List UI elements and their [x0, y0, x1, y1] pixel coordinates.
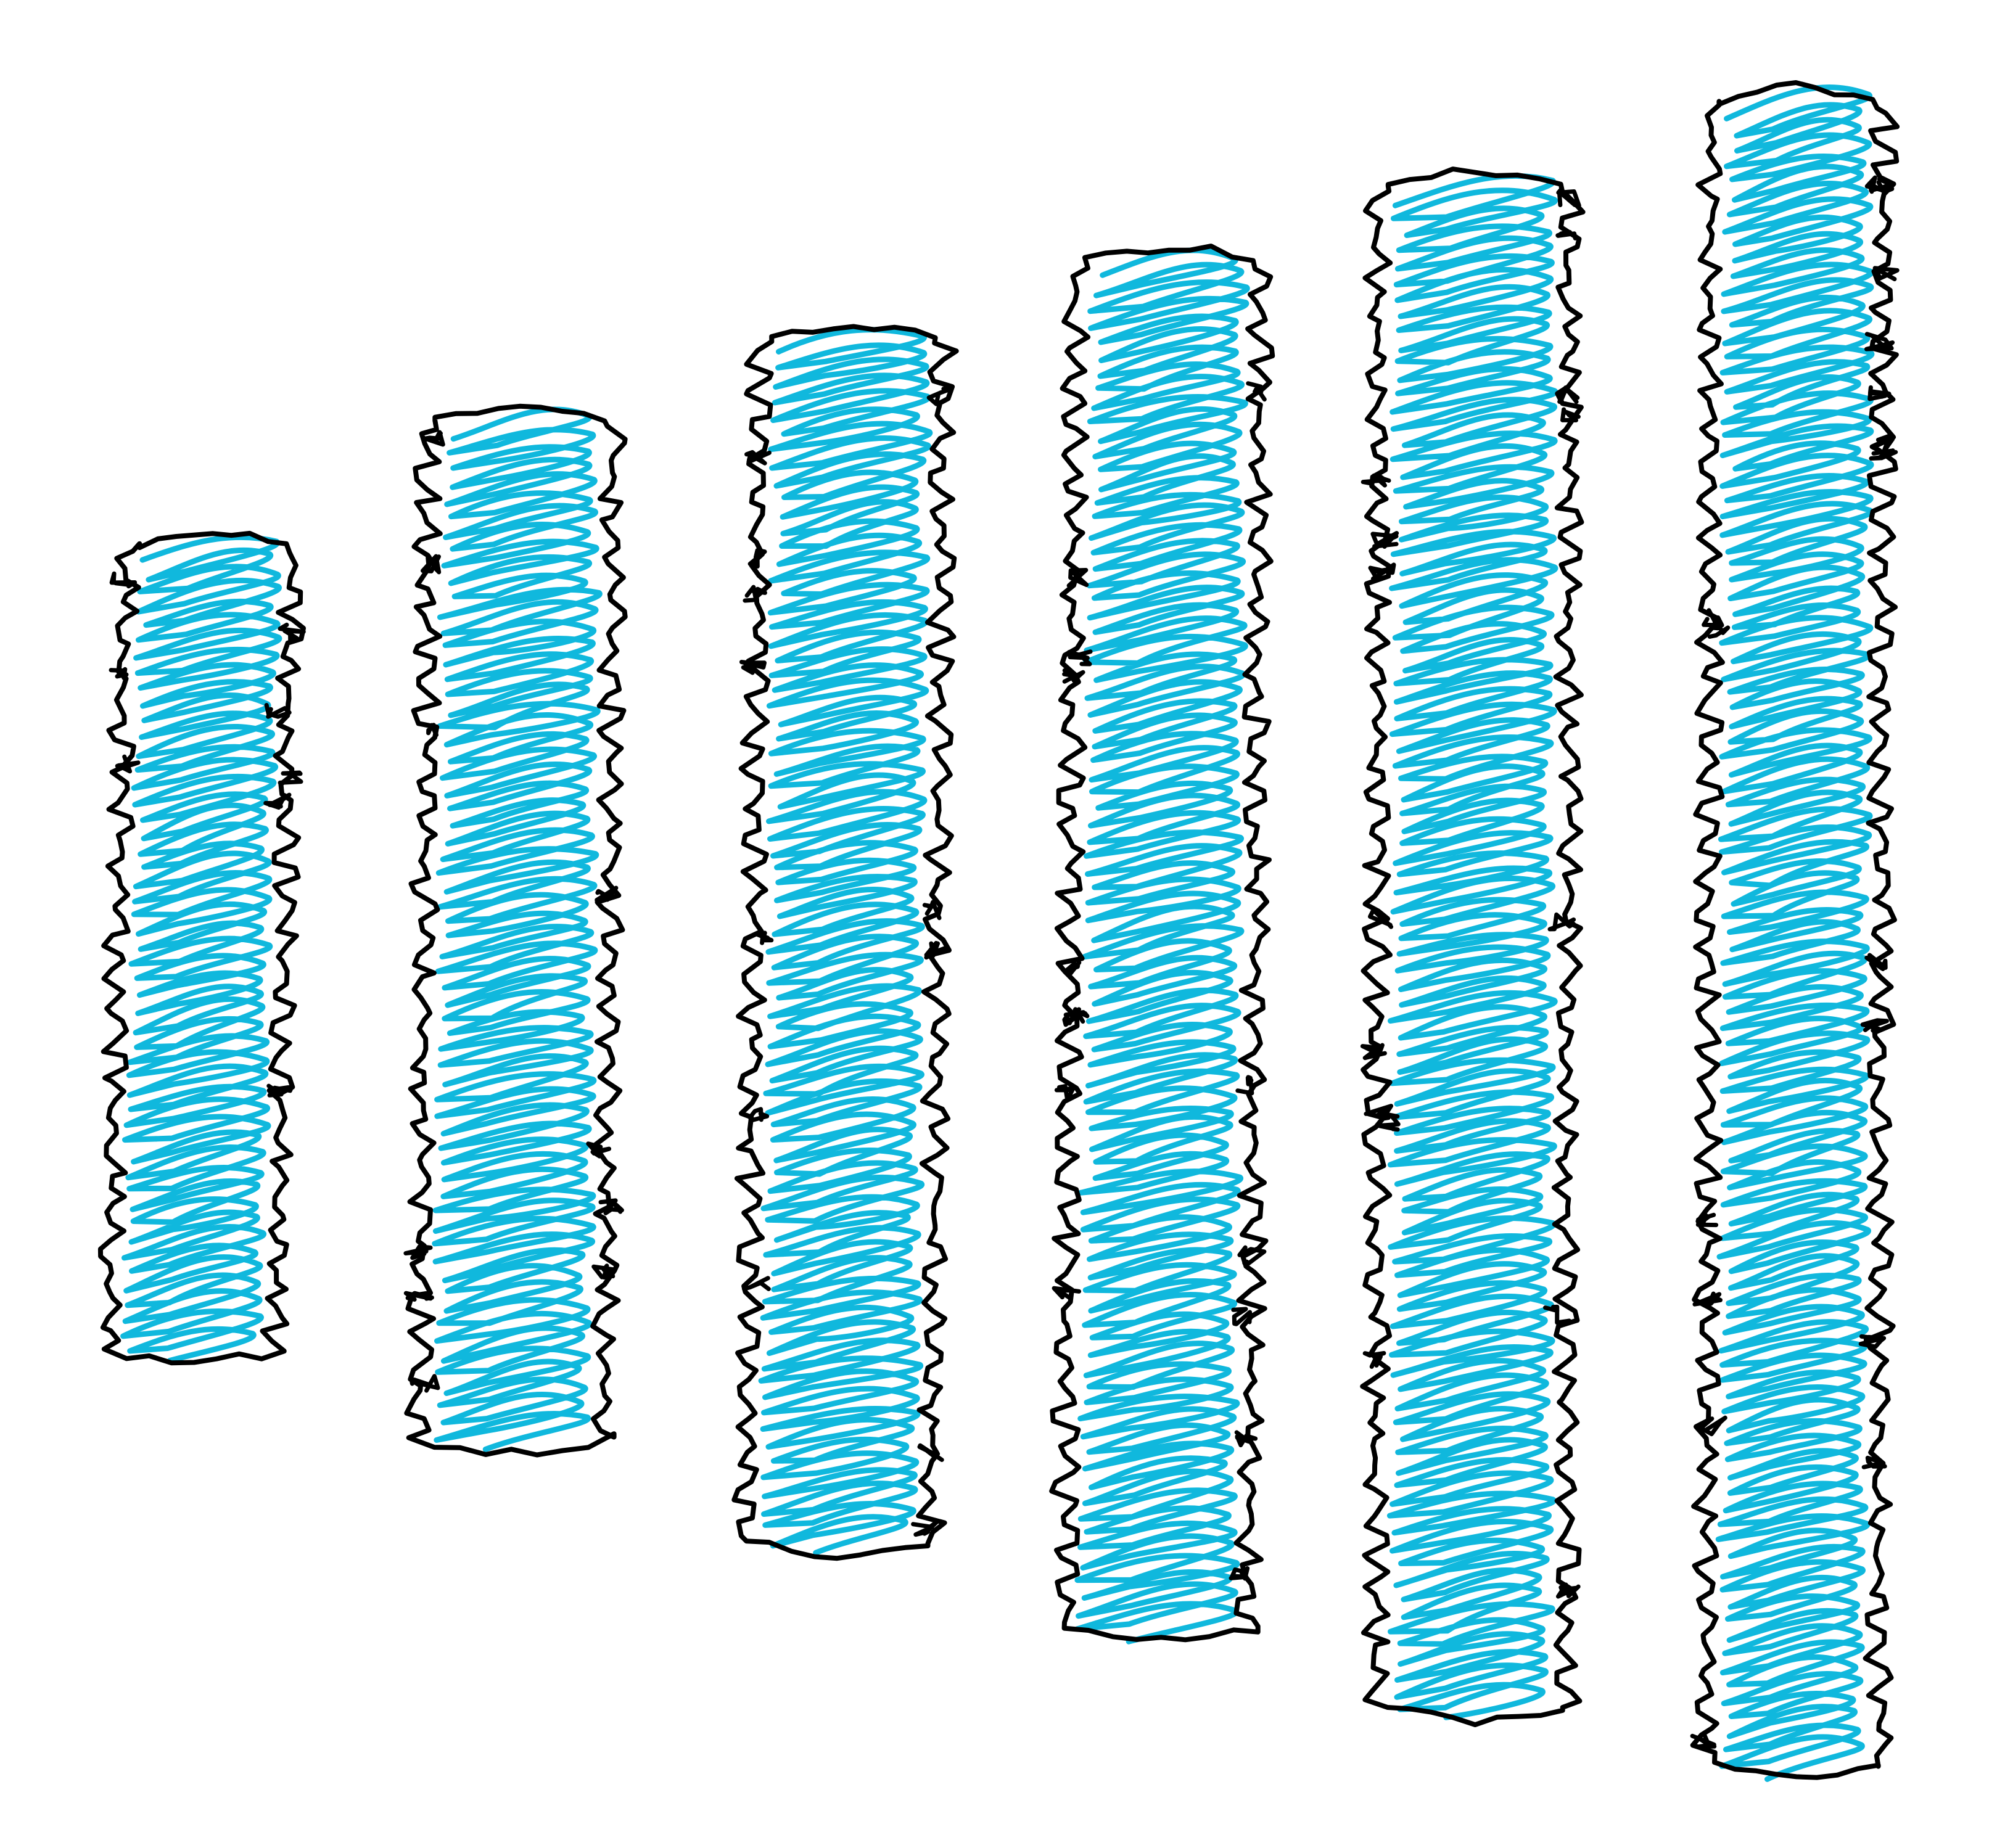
strand-2-clump [410, 1374, 440, 1393]
strand-3-clump [744, 450, 772, 466]
strand-4-clump [1062, 1009, 1090, 1027]
strand-1-clump [115, 754, 141, 774]
strand-1-coil [120, 534, 282, 1363]
strand-4-clump [1063, 960, 1082, 977]
strand-2-clump [422, 430, 445, 447]
strand-6-clump [1690, 1731, 1717, 1749]
strand-3-clump [922, 900, 942, 921]
strand-3-clump [747, 1107, 770, 1123]
strand-1-outline [97, 530, 306, 1366]
strand-4 [1049, 244, 1275, 1645]
strand-4-coil [1074, 247, 1250, 1645]
strand-6-clump [1695, 1212, 1719, 1228]
strand-2-clump [403, 1242, 433, 1260]
strand-6-clump [1867, 385, 1892, 401]
strand-4-clump [1054, 1084, 1076, 1100]
strand-6-clump [1861, 1455, 1887, 1469]
strand-1-clump [109, 667, 129, 680]
strand-3-clump [755, 930, 774, 945]
strand-5 [1360, 166, 1586, 1728]
strand-1 [97, 530, 306, 1366]
strand-1-clump [278, 622, 306, 643]
strand-1-clump [264, 703, 292, 719]
strands-layer [97, 80, 1900, 1782]
strand-4-clump [1062, 668, 1085, 684]
strand-6-clump [1860, 1018, 1889, 1033]
strand-3-clump [911, 1519, 940, 1537]
strand-2-outline [404, 403, 628, 1458]
strand-4-clump [1066, 649, 1093, 667]
strand-3-clump [924, 940, 947, 960]
strand-5-clump [1368, 562, 1396, 582]
strand-5-clump [1370, 531, 1399, 549]
strand-3-outline [731, 324, 959, 1561]
strand-6-clump [1864, 953, 1888, 971]
strand-4-clump [1235, 1075, 1254, 1096]
strand-5-outline [1360, 166, 1586, 1728]
strand-1-clump [109, 571, 138, 589]
strand-4-clump [1066, 568, 1089, 588]
strand-5-clump [1555, 230, 1578, 240]
strand-6-outline [1690, 80, 1900, 1780]
strand-3-coil [758, 327, 933, 1556]
strand-2-clump [586, 1141, 612, 1159]
strand-6-clump [1869, 177, 1895, 194]
strand-5-coil [1386, 173, 1558, 1720]
strand-3-clump [747, 548, 767, 569]
strand-4-clump [1246, 381, 1267, 402]
strand-4-clump [1237, 1245, 1267, 1266]
strand-5-clump [1361, 472, 1391, 488]
strand-3 [731, 324, 959, 1561]
strand-5-clump [1560, 407, 1581, 422]
strand-5-clump [1556, 187, 1581, 208]
strand-1-clump [263, 792, 292, 810]
strand-6 [1690, 80, 1900, 1782]
strand-5-clump [1376, 1111, 1401, 1132]
strand-2-clump [426, 723, 438, 737]
strand-4-clump [1052, 1286, 1082, 1300]
strand-4-outline [1049, 244, 1275, 1643]
strand-3-clump [739, 660, 767, 675]
strand-5-clump [1543, 1304, 1571, 1325]
strand-6-coil [1715, 84, 1875, 1782]
strand-2-clump [598, 1198, 624, 1215]
strand-6-clump [1869, 448, 1898, 461]
strand-5-clump [1362, 1351, 1386, 1369]
strand-4-clump [1231, 1307, 1253, 1326]
strand-3-clump [917, 1443, 944, 1462]
strand-6-clump [1702, 608, 1724, 628]
strand-3-clump [741, 1276, 771, 1293]
strand-6-clump [1692, 1291, 1723, 1308]
strand-6-clump [1858, 1334, 1887, 1349]
strand-2-clump [595, 885, 619, 903]
strand-3-clump [926, 386, 953, 406]
strand-5-clump [1547, 912, 1576, 932]
strand-3-clump [743, 585, 767, 603]
strand-6-clump [1872, 266, 1900, 282]
strand-6-clump [1864, 332, 1895, 351]
strand-5-clump [1360, 1043, 1387, 1061]
strand-2-clump [421, 554, 442, 575]
strand-6-clump [1698, 1415, 1727, 1437]
strand-2-clump [591, 1263, 615, 1280]
strand-1-clump [278, 770, 303, 785]
strand-6-clump [1707, 622, 1731, 639]
strand-4-clump [1234, 1430, 1258, 1448]
strand-2-clump [403, 1291, 434, 1302]
strand-2-coil [432, 406, 603, 1452]
strand-5-clump [1556, 1582, 1581, 1599]
strand-1-clump [266, 1083, 294, 1098]
strand-4-clump [1229, 1566, 1250, 1581]
strand-2 [403, 403, 628, 1458]
strand-5-clump [1557, 385, 1580, 405]
strand-5-clump [1368, 908, 1394, 929]
strand-5-clump [1364, 1104, 1394, 1121]
